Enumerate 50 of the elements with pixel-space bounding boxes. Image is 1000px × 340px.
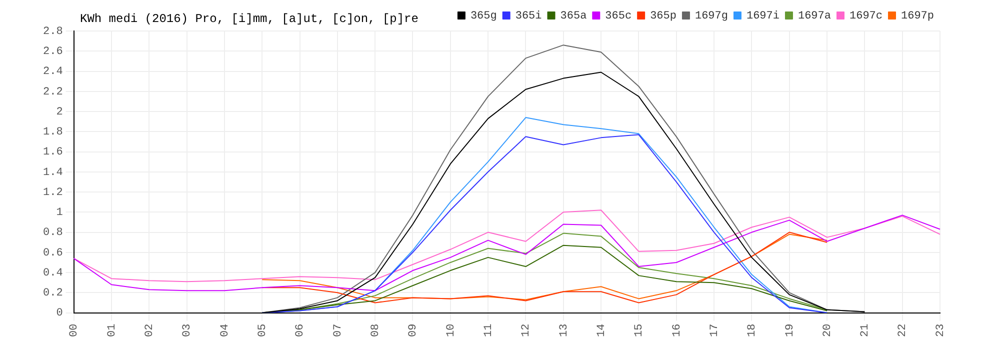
x-tick-label: 20	[822, 324, 834, 337]
y-tick-label: 1	[56, 207, 64, 220]
y-tick-label: 2.6	[42, 46, 63, 58]
y-tick-label: 1.2	[42, 186, 63, 199]
y-tick-label: 0	[56, 308, 63, 320]
x-tick-label: 09	[408, 324, 420, 337]
y-tick-label: 0.2	[42, 288, 63, 300]
x-tick-label: 12	[520, 324, 533, 337]
y-tick-label: 2.8	[42, 26, 63, 38]
y-tick-label: 0.6	[42, 247, 63, 260]
x-tick-label: 01	[106, 323, 118, 337]
x-tick-label: 11	[482, 323, 495, 337]
legend-label: 1697p	[900, 10, 934, 22]
y-tick-label: 1.6	[42, 146, 63, 159]
x-tick-label: 22	[897, 324, 910, 337]
x-tick-label: 10	[445, 324, 458, 337]
legend-label: 365a	[560, 10, 588, 22]
x-tick-label: 15	[634, 324, 646, 337]
x-tick-label: 18	[746, 324, 759, 337]
x-tick-label: 07	[332, 324, 344, 337]
y-tick-label: 1.4	[42, 166, 64, 179]
x-tick-label: 16	[671, 324, 684, 337]
x-tick-label: 23	[934, 324, 947, 337]
legend-label: 1697i	[746, 10, 780, 22]
chart-title: KWh medi (2016) Pro, [i]mm, [a]ut, [c]on, [p]re	[80, 12, 418, 26]
legend-label: 365c	[605, 10, 632, 22]
x-tick-label: 17	[708, 324, 721, 337]
y-tick-label: 2.2	[42, 86, 63, 98]
x-tick-label: 13	[558, 324, 570, 337]
legend-label: 1697a	[798, 10, 832, 22]
x-tick-label: 06	[294, 324, 307, 337]
x-tick-label: 08	[370, 324, 382, 337]
legend-label: 365g	[470, 10, 497, 22]
y-tick-label: 1.8	[42, 126, 63, 139]
y-tick-label: 0.8	[42, 227, 63, 240]
x-tick-label: 19	[784, 324, 796, 337]
y-tick-label: 0.4	[42, 267, 64, 280]
y-tick-label: 2.4	[42, 66, 64, 78]
legend-label: 365i	[515, 10, 542, 22]
x-tick-label: 04	[219, 323, 232, 337]
x-tick-label: 21	[860, 323, 872, 337]
x-tick-label: 02	[144, 324, 156, 337]
x-tick-label: 00	[68, 324, 81, 337]
x-tick-label: 14	[596, 323, 608, 337]
x-tick-label: 05	[257, 324, 270, 337]
legend-label: 1697c	[849, 10, 883, 22]
legend-label: 365p	[650, 10, 676, 22]
y-tick-label: 2	[56, 106, 63, 118]
x-tick-label: 03	[182, 324, 194, 337]
legend-label: 1697g	[694, 10, 728, 22]
